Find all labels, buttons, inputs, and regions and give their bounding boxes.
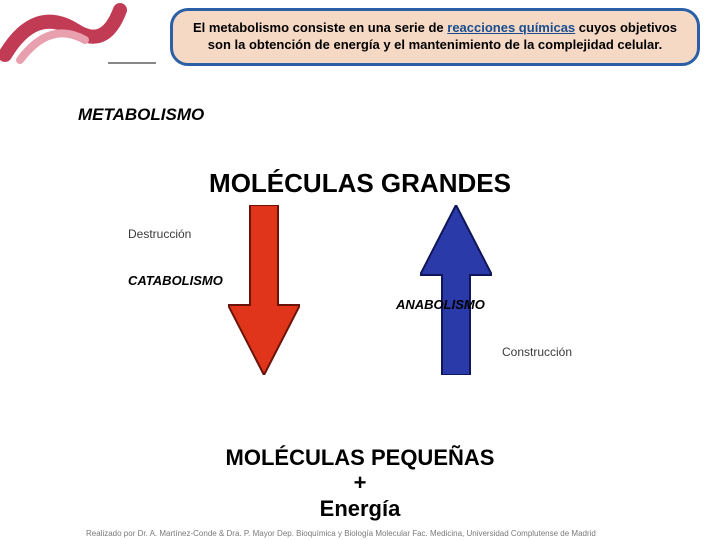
anabolism-arrow — [420, 205, 492, 375]
credits-text: Realizado por Dr. A. Martínez-Conde & Dr… — [86, 529, 596, 538]
construction-label: Construcción — [502, 345, 572, 359]
destruction-label: Destrucción — [128, 227, 191, 241]
anabolism-label: ANABOLISMO — [396, 297, 485, 312]
small-molecules-label: MOLÉCULAS PEQUEÑAS — [0, 445, 720, 470]
banner-link: reacciones químicas — [447, 20, 575, 35]
underline-decoration — [108, 62, 156, 64]
catabolism-label: CATABOLISMO — [128, 273, 223, 288]
metabolism-diagram: Destrucción CATABOLISMO ANABOLISMO Const… — [0, 205, 720, 445]
small-molecules-block: MOLÉCULAS PEQUEÑAS + Energía — [0, 445, 720, 521]
swirl-decoration — [0, 0, 140, 70]
up-arrow-shape — [420, 205, 492, 375]
down-arrow-shape — [228, 205, 300, 375]
section-title: METABOLISMO — [78, 105, 204, 125]
banner-text: El metabolismo consiste en una serie de … — [189, 20, 681, 54]
energy-label: Energía — [0, 496, 720, 521]
banner-period: . — [659, 37, 663, 52]
intro-banner: El metabolismo consiste en una serie de … — [170, 8, 700, 66]
catabolism-arrow — [228, 205, 300, 375]
banner-prefix: El metabolismo consiste en una serie de — [193, 20, 447, 35]
large-molecules-label: MOLÉCULAS GRANDES — [0, 168, 720, 199]
plus-sign: + — [0, 470, 720, 495]
swirl-path-light — [20, 33, 85, 60]
